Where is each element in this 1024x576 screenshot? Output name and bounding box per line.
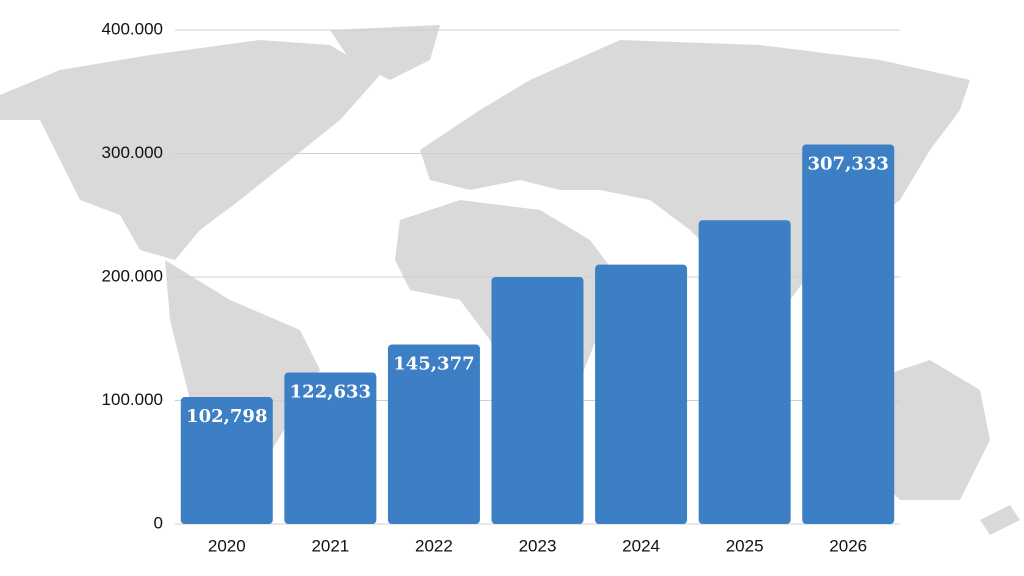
y-tick-label: 400.000 xyxy=(102,19,163,38)
bar xyxy=(491,277,584,524)
bar xyxy=(180,397,273,524)
bar xyxy=(595,264,688,524)
x-tick-label: 2026 xyxy=(829,536,867,555)
bar xyxy=(802,144,895,525)
y-tick-label: 300.000 xyxy=(102,143,163,162)
value-label: 122,633 xyxy=(290,382,371,403)
value-label: 307,333 xyxy=(808,153,889,174)
value-label: 145,377 xyxy=(393,353,474,374)
y-tick-label: 100.000 xyxy=(102,390,163,409)
bar xyxy=(387,344,480,524)
bar xyxy=(698,220,791,524)
x-tick-label: 2021 xyxy=(311,536,349,555)
x-tick-label: 2022 xyxy=(415,536,453,555)
x-tick-label: 2024 xyxy=(622,536,660,555)
x-tick-label: 2023 xyxy=(519,536,557,555)
x-tick-label: 2020 xyxy=(208,536,246,555)
x-tick-label: 2025 xyxy=(726,536,764,555)
bar xyxy=(284,372,377,524)
y-tick-label: 200.000 xyxy=(102,266,163,285)
y-tick-label: 0 xyxy=(154,513,163,532)
value-label: 102,798 xyxy=(186,406,267,427)
